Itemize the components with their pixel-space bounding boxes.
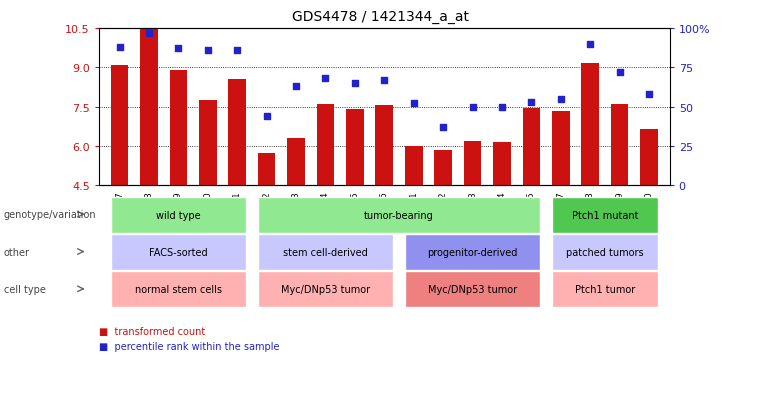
Bar [405,147,422,186]
Text: cell type: cell type [4,284,46,294]
Point [555,96,567,103]
Bar [640,130,658,186]
Point [143,30,155,37]
Text: Ptch1 mutant: Ptch1 mutant [572,210,638,220]
Point [290,84,302,90]
Point [320,76,332,83]
Point [408,101,420,107]
Bar [346,110,364,186]
Bar [170,71,187,186]
Bar [581,64,599,186]
Point [349,81,361,87]
Text: other: other [4,247,30,257]
Bar [258,153,275,186]
Point [525,100,537,106]
Point [496,104,508,111]
Point [643,92,655,98]
Bar [463,141,482,186]
Bar [228,80,246,186]
Bar [317,105,334,186]
Bar [523,109,540,186]
Text: progenitor-derived: progenitor-derived [428,247,517,257]
Bar [552,111,570,186]
Text: ■  transformed count: ■ transformed count [99,326,205,336]
Point [613,69,626,76]
Text: stem cell-derived: stem cell-derived [283,247,368,257]
Text: Myc/DNp53 tumor: Myc/DNp53 tumor [428,285,517,294]
Bar [435,150,452,186]
Text: GDS4478 / 1421344_a_at: GDS4478 / 1421344_a_at [292,10,469,24]
Text: tumor-bearing: tumor-bearing [365,210,434,220]
Bar [110,66,129,186]
Text: wild type: wild type [156,210,201,220]
Bar [199,101,217,186]
Text: ■  percentile rank within the sample: ■ percentile rank within the sample [99,341,279,351]
Text: patched tumors: patched tumors [566,247,644,257]
Bar [287,139,305,186]
Point [113,45,126,51]
Point [437,124,449,131]
Text: genotype/variation: genotype/variation [4,210,97,220]
Point [466,104,479,111]
Point [378,77,390,84]
Point [260,114,272,120]
Text: normal stem cells: normal stem cells [135,285,222,294]
Text: Myc/DNp53 tumor: Myc/DNp53 tumor [281,285,370,294]
Text: Ptch1 tumor: Ptch1 tumor [575,285,635,294]
Point [231,47,244,54]
Bar [375,106,393,186]
Point [584,41,597,48]
Point [202,47,214,54]
Bar [493,142,511,186]
Bar [611,105,629,186]
Text: FACS-sorted: FACS-sorted [149,247,208,257]
Point [172,46,184,52]
Bar [140,30,158,186]
